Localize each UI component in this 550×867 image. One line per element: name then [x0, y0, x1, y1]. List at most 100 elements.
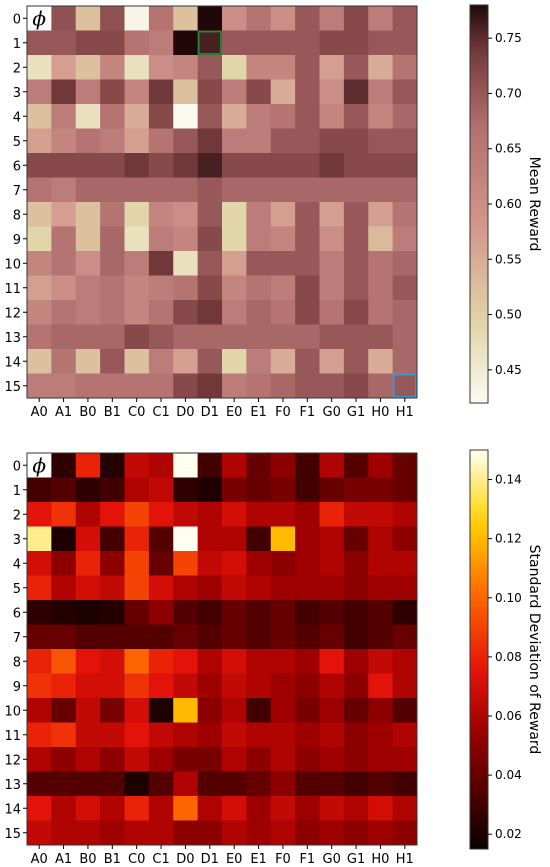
std-heatmap-frame [26, 452, 418, 846]
mean-heatmap-col-label-D0: D0 [176, 405, 194, 420]
mean-heatmap-cell-r1-C1 [148, 30, 174, 56]
std-heatmap-row-label-3: 3 [13, 533, 21, 548]
std-heatmap-cell-r5-A1 [51, 575, 77, 601]
mean-heatmap-cell-r12-C1 [148, 300, 174, 325]
mean-heatmap-cell-r14-F0 [270, 349, 296, 374]
std-heatmap-row-label-5: 5 [13, 582, 21, 597]
std-heatmap-row-label-10: 10 [4, 704, 21, 719]
mean-heatmap-cell-r10-C0 [124, 251, 150, 276]
std-heatmap-cell-r12-E1 [246, 747, 272, 772]
mean-heatmap-cell-r14-D0 [173, 349, 199, 374]
std-heatmap-cell-r9-H0 [368, 673, 394, 699]
mean-heatmap-cell-r7-C0 [124, 177, 150, 203]
std-heatmap-colorbar-tick-label-5: 0.12 [495, 532, 522, 546]
std-heatmap-cell-r6-H1 [392, 600, 418, 625]
mean-heatmap-cell-r7-B0 [75, 177, 101, 203]
mean-heatmap-cell-r11-D0 [173, 275, 199, 301]
std-heatmap-cell-r14-D1 [197, 796, 223, 821]
mean-heatmap-cell-r3-G0 [319, 79, 345, 105]
std-heatmap-cell-r0-F1 [295, 453, 320, 478]
mean-heatmap-cell-r12-H0 [368, 300, 394, 325]
std-heatmap-cell-r2-D0 [173, 502, 199, 527]
std-heatmap-cell-r13-E0 [222, 771, 247, 797]
std-heatmap-col-label-E1: E1 [250, 852, 267, 867]
std-heatmap-cell-r13-A0 [27, 771, 52, 797]
std-heatmap-row-label-1: 1 [13, 484, 21, 499]
mean-heatmap-cell-r9-A1 [51, 226, 77, 252]
mean-heatmap-cell-r1-F1 [295, 30, 320, 56]
mean-heatmap-cell-r12-C0 [124, 300, 150, 325]
mean-heatmap-cell-r10-F0 [270, 251, 296, 276]
std-heatmap-cell-r15-F1 [295, 820, 320, 846]
std-heatmap-cell-r3-D0 [173, 526, 199, 552]
std-heatmap-cell-r7-E0 [222, 624, 247, 650]
std-heatmap-cell-r4-H1 [392, 551, 418, 576]
std-heatmap-cell-r2-E1 [246, 502, 272, 527]
mean-heatmap-cell-r9-A0 [27, 226, 52, 252]
std-heatmap-cell-r0-E1 [246, 453, 272, 478]
mean-heatmap-cell-r7-G1 [343, 177, 369, 203]
mean-heatmap-cell-r9-C0 [124, 226, 150, 252]
std-heatmap-cell-r5-B0 [75, 575, 101, 601]
std-heatmap-cell-r7-G0 [319, 624, 345, 650]
mean-heatmap-cell-r0-A1 [51, 6, 77, 31]
std-heatmap-cell-r14-E0 [222, 796, 247, 821]
mean-heatmap-highlight-0 [197, 30, 222, 55]
std-heatmap-cell-r14-E1 [246, 796, 272, 821]
std-heatmap-cell-r6-D1 [197, 600, 223, 625]
std-heatmap-cell-r12-D0 [173, 747, 199, 772]
mean-heatmap-cell-r5-A0 [27, 128, 52, 154]
mean-heatmap-cell-r1-D0 [173, 30, 199, 56]
mean-heatmap-cell-r6-A1 [51, 153, 77, 178]
std-heatmap-cell-r6-E1 [246, 600, 272, 625]
mean-heatmap-cell-r2-B0 [75, 55, 101, 80]
mean-heatmap-cell-r3-H0 [368, 79, 394, 105]
mean-heatmap-cell-r3-A0 [27, 79, 52, 105]
std-heatmap-cell-r0-C0 [124, 453, 150, 478]
mean-heatmap-cell-r9-C1 [148, 226, 174, 252]
mean-heatmap-cell-r14-H1 [392, 349, 418, 374]
mean-heatmap-cell-r12-B0 [75, 300, 101, 325]
std-heatmap-cell-r11-F1 [295, 722, 320, 748]
mean-heatmap-colorbar-tick-label-3: 0.60 [495, 197, 522, 211]
std-heatmap-cell-r6-A1 [51, 600, 77, 625]
std-heatmap-cell-r2-F0 [270, 502, 296, 527]
mean-heatmap-cell-r11-D1 [197, 275, 223, 301]
std-heatmap-cell-r15-H1 [392, 820, 418, 846]
std-heatmap-cell-r2-C0 [124, 502, 150, 527]
mean-heatmap-cell-r12-G0 [319, 300, 345, 325]
mean-heatmap-row-label-14: 14 [4, 355, 21, 370]
mean-heatmap-cell-r11-G1 [343, 275, 369, 301]
std-heatmap-row-label-6: 6 [13, 606, 21, 621]
mean-heatmap-cell-r15-D1 [197, 373, 223, 399]
std-heatmap-colorbar-label: Standard Deviation of Reward [526, 545, 542, 755]
std-heatmap-cell-r13-F0 [270, 771, 296, 797]
mean-heatmap-cell-r13-G0 [319, 324, 345, 350]
mean-heatmap-cell-r12-A1 [51, 300, 77, 325]
mean-heatmap-cell-r5-G1 [343, 128, 369, 154]
std-heatmap-col-label-H1: H1 [396, 852, 414, 867]
std-heatmap-cell-r5-G1 [343, 575, 369, 601]
mean-heatmap-cell-r12-E0 [222, 300, 247, 325]
mean-heatmap-cell-r12-E1 [246, 300, 272, 325]
std-heatmap-cell-r4-A1 [51, 551, 77, 576]
mean-heatmap-cell-r6-F0 [270, 153, 296, 178]
std-heatmap-cell-r14-B0 [75, 796, 101, 821]
std-heatmap-cell-r10-G1 [343, 698, 369, 723]
std-heatmap-cell-r11-D1 [197, 722, 223, 748]
mean-heatmap-cell-r14-E1 [246, 349, 272, 374]
mean-heatmap-cell-r15-D0 [173, 373, 199, 399]
mean-heatmap-cell-r12-D0 [173, 300, 199, 325]
std-heatmap-cell-r9-F0 [270, 673, 296, 699]
mean-heatmap-row-label-13: 13 [4, 331, 21, 346]
mean-heatmap-cell-r13-B1 [100, 324, 125, 350]
mean-heatmap-cell-r13-G1 [343, 324, 369, 350]
mean-heatmap-cell-r10-B1 [100, 251, 125, 276]
std-heatmap-cell-r9-E1 [246, 673, 272, 699]
std-heatmap-cell-r5-H0 [368, 575, 394, 601]
mean-heatmap-cell-r8-D0 [173, 202, 199, 227]
mean-heatmap-cell-r10-E0 [222, 251, 247, 276]
mean-heatmap-cell-r14-A0 [27, 349, 52, 374]
mean-heatmap-cell-r0-E0 [222, 6, 247, 31]
std-heatmap-cell-r4-G0 [319, 551, 345, 576]
